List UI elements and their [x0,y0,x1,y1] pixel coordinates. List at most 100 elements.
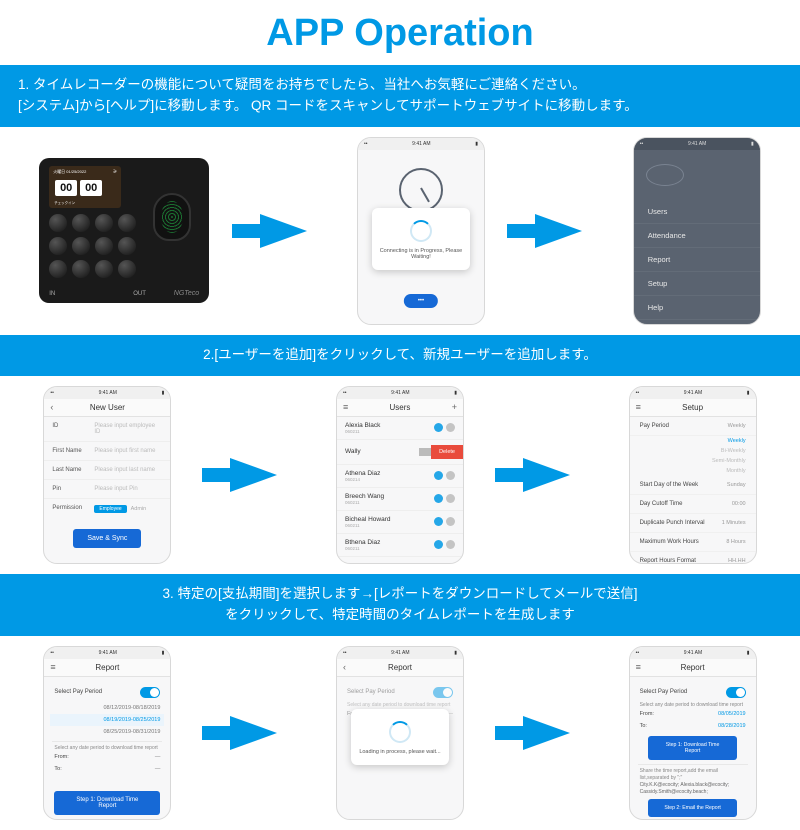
setup-row[interactable]: Duplicate Punch Interval1 Minutes [630,514,756,533]
setup-row[interactable]: Start Day of the WeekSunday [630,476,756,495]
back-icon[interactable]: ‹ [343,662,346,672]
users-list: Alexia Black060211WallyDeleteAthena Diaz… [337,417,463,557]
status-bar: ••9:41 AM▮ [44,647,170,659]
select-pay-label: Select Pay Period [54,689,102,695]
menu-logout[interactable]: Log Out [634,320,760,325]
user-row[interactable]: Breech Wang060211 [337,488,463,511]
checkin-label: チェックイン [54,201,75,206]
payperiod-label: Pay Period [640,423,669,429]
setup-rows: Start Day of the WeekSundayDay Cutoff Ti… [630,476,756,564]
setup-row[interactable]: Day Cutoff Time00:00 [630,495,756,514]
step2-banner: 2.[ユーザーを追加]をクリックして、新規ユーザーを追加します。 [0,335,800,376]
download-report-button[interactable]: Step 1: Download Time Report [54,791,160,815]
report-header: ≡Report [44,659,170,677]
arrow-icon [523,458,570,492]
firstname-input[interactable]: Please input first name [94,448,162,454]
step1-line2: [システム]から[ヘルプ]に移動します。 QR コードをスキャンしてサポートウェ… [18,96,782,117]
loading-text: Loading in process, please wait... [357,749,443,755]
pay-option[interactable]: Weekly [630,436,756,446]
menu-attendance[interactable]: Attendance [634,224,760,248]
pay-option[interactable]: Semi-Monthly [630,456,756,466]
user-row[interactable]: WallyDelete [337,440,463,465]
status-bar: ••9:41 AM▮ [634,138,760,150]
pay-option[interactable]: Monthly [630,466,756,476]
device-brand: NGTeco [174,290,199,297]
step3-row: ••9:41 AM▮ ≡Report Select Pay Period 08/… [0,636,800,830]
step1-row: 火曜日 01/25/2022 ⚞ 00 00 チェックイン INOUT NGTe… [0,127,800,335]
arrow-icon [535,214,582,248]
id-input[interactable]: Please input employee ID [94,423,162,435]
arrow-icon [260,214,307,248]
arrow-icon [230,458,277,492]
menu-icon[interactable]: ≡ [343,402,348,412]
share-emails[interactable]: City.K.K@ecocity; Alexia.black@ecocity; … [640,782,746,796]
add-user-button[interactable]: Add User [337,557,463,564]
plus-icon[interactable]: + [452,402,457,412]
payperiod-value[interactable]: Weekly [728,423,746,429]
id-label: ID [52,423,94,435]
menu-icon[interactable]: ≡ [636,662,641,672]
step3-line1: 3. 特定の[支払期間]を選択します→[レポートをダウンロードしてメールで送信] [18,584,782,605]
share-instruction: Share the time report,add the email list… [640,768,746,782]
time-mm: 00 [80,180,102,196]
to-label: To: [54,766,61,772]
spinner-icon [389,721,411,743]
phone-users: ••9:41 AM▮ ≡Users+ Alexia Black060211Wal… [336,386,464,564]
connect-button[interactable]: ••• [404,294,438,308]
device-screen: 火曜日 01/25/2022 ⚞ 00 00 チェックイン [49,166,121,208]
save-sync-button[interactable]: Save & Sync [73,529,141,548]
menu-report[interactable]: Report [634,248,760,272]
email-report-button[interactable]: Step 2: Email the Report [648,799,737,817]
perm-admin[interactable]: Admin [131,506,147,512]
select-pay-label: Select Pay Period [640,689,688,695]
menu-setup[interactable]: Setup [634,272,760,296]
from-label: From: [54,754,68,760]
lastname-label: Last Name [52,467,94,473]
lastname-input[interactable]: Please input last name [94,467,162,473]
loading-modal: Loading in process, please wait... [351,709,449,765]
phone-report-select: ••9:41 AM▮ ≡Report Select Pay Period 08/… [43,646,171,820]
pay-toggle[interactable] [726,687,746,698]
phone-report-share: ••9:41 AM▮ ≡Report Select Pay Period Sel… [629,646,757,820]
status-bar: ••9:41 AM▮ [630,647,756,659]
menu-help[interactable]: Help [634,296,760,320]
newuser-header: ‹New User [44,399,170,417]
menu-logo-icon [646,164,684,186]
report-header: ‹Report [337,659,463,677]
to-value[interactable]: 08/28/2019 [718,723,746,729]
page-title: APP Operation [0,0,800,65]
time-hh: 00 [55,180,77,196]
user-row[interactable]: Athena Diaz060214 [337,465,463,488]
date-range[interactable]: 08/19/2019-08/25/2019 [50,714,164,726]
user-row[interactable]: Bthena Diaz060211 [337,534,463,557]
pay-option[interactable]: Bi-Weekly [630,446,756,456]
step3-banner: 3. 特定の[支払期間]を選択します→[レポートをダウンロードしてメールで送信]… [0,574,800,636]
pin-label: Pin [52,486,94,492]
status-bar: ••9:41 AM▮ [337,647,463,659]
setup-row[interactable]: Report Hours FormatHH.HH [630,552,756,564]
from-value[interactable]: 08/05/2019 [718,711,746,717]
app-logo-icon [399,168,443,212]
menu-icon[interactable]: ≡ [636,402,641,412]
arrow-icon [230,716,277,750]
date-range[interactable]: 08/12/2019-08/18/2019 [54,702,160,714]
menu-users[interactable]: Users [634,200,760,224]
pay-toggle[interactable] [140,687,160,698]
date-range[interactable]: 08/25/2019-08/31/2019 [54,726,160,738]
connecting-text: Connecting is in Progress, Please Waitin… [378,248,464,260]
firstname-label: First Name [52,448,94,454]
menu-icon[interactable]: ≡ [50,662,55,672]
perm-employee[interactable]: Employee [94,505,126,513]
side-menu: Users Attendance Report Setup Help Log O… [634,150,760,325]
users-header: ≡Users+ [337,399,463,417]
pin-input[interactable]: Please input Pin [94,486,162,492]
setup-row[interactable]: Maximum Work Hours8 Hours [630,533,756,552]
user-row[interactable]: Alexia Black060211 [337,417,463,440]
device-panel: 火曜日 01/25/2022 ⚞ 00 00 チェックイン INOUT NGTe… [39,158,209,303]
back-icon[interactable]: ‹ [50,402,53,412]
user-row[interactable]: Bicheal Howard060211 [337,511,463,534]
device-date: 火曜日 01/25/2022 [53,169,86,175]
download-report-button[interactable]: Step 1: Download Time Report [648,736,737,760]
setup-header: ≡Setup [630,399,756,417]
device-time: 00 00 [55,180,102,196]
